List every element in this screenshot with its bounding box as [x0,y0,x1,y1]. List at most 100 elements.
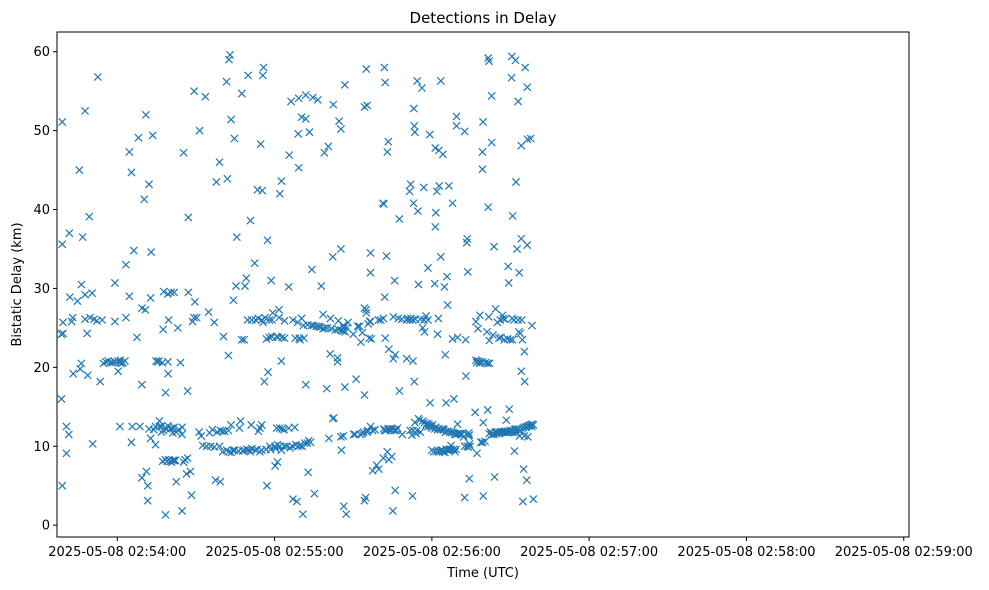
data-point [339,502,348,511]
data-point [422,312,431,321]
x-tick-label: 2025-05-08 02:57:00 [520,545,658,560]
data-point [110,317,119,326]
data-point [361,493,370,502]
data-point [360,390,369,399]
data-point [168,456,177,465]
data-point [453,420,462,429]
data-point [127,438,136,447]
data-point [413,76,422,85]
data-point [262,481,272,490]
data-point [210,318,219,327]
data-point [336,125,345,134]
data-point [176,358,185,367]
data-point [308,93,317,102]
data-point [182,469,191,478]
data-point [184,213,193,222]
data-point [430,279,439,288]
data-point [415,416,424,425]
data-point [171,456,180,465]
data-point [125,147,134,156]
data-point [336,244,345,254]
data-point [452,121,461,130]
data-point [260,313,269,322]
data-point [408,491,417,500]
data-point [406,180,415,189]
data-point [307,265,316,274]
data-point [143,481,152,490]
data-point [405,187,414,196]
data-point [59,318,68,327]
data-point [258,186,267,195]
data-point [438,150,447,159]
data-point [250,259,259,268]
data-point [58,481,67,490]
data-point [236,416,245,426]
data-point [423,263,432,272]
data-point [292,497,301,506]
data-point [520,377,529,386]
data-point [134,133,143,142]
data-point [453,333,462,342]
data-point [478,117,488,126]
data-point [500,315,510,324]
data-point [359,428,368,437]
data-point [523,135,532,144]
data-point [436,76,445,85]
data-point [229,296,238,305]
data-point [301,114,310,123]
data-point [62,422,71,431]
data-point [81,315,90,324]
data-point [305,128,314,137]
data-point [301,380,310,389]
data-point [240,282,249,291]
data-point [504,278,513,287]
data-point [419,183,428,192]
data-point [268,308,277,317]
data-point [212,177,221,186]
data-point [224,55,233,64]
x-tick-label: 2025-05-08 02:56:00 [363,545,501,560]
data-point [62,449,71,458]
data-point [159,287,168,296]
data-point [485,359,494,368]
data-point [362,305,371,314]
data-point [161,510,170,519]
data-point [83,329,92,338]
data-point [141,110,150,119]
data-point [472,449,481,458]
data-point [129,246,138,255]
data-point [232,282,241,291]
data-point [159,325,168,334]
data-point [523,432,532,441]
data-point [507,73,516,82]
data-point [434,314,443,323]
data-point [379,314,388,323]
data-point [256,140,265,149]
data-point [219,332,228,341]
data-point [93,72,102,82]
data-point [460,493,469,502]
plot-frame [56,31,910,538]
data-point [432,187,441,196]
data-point [277,424,286,433]
data-point [395,386,404,396]
data-point [224,426,233,435]
data-point [121,260,130,269]
data-point [494,334,504,343]
axis-ticks: 2025-05-08 02:54:00 2025-05-08 02:55:00 20… [33,45,972,560]
data-point [505,405,514,414]
data-point [460,127,469,136]
data-point [275,313,284,322]
data-point [514,97,523,106]
data-point [98,315,107,325]
data-point [433,330,442,339]
data-point [267,315,276,325]
data-point [488,330,497,340]
data-point [326,349,335,358]
data-point [443,300,452,310]
data-point [328,252,337,261]
data-point [137,473,146,482]
data-point [125,292,134,301]
chart-title: Detections in Delay [410,9,557,27]
data-point [85,212,94,221]
